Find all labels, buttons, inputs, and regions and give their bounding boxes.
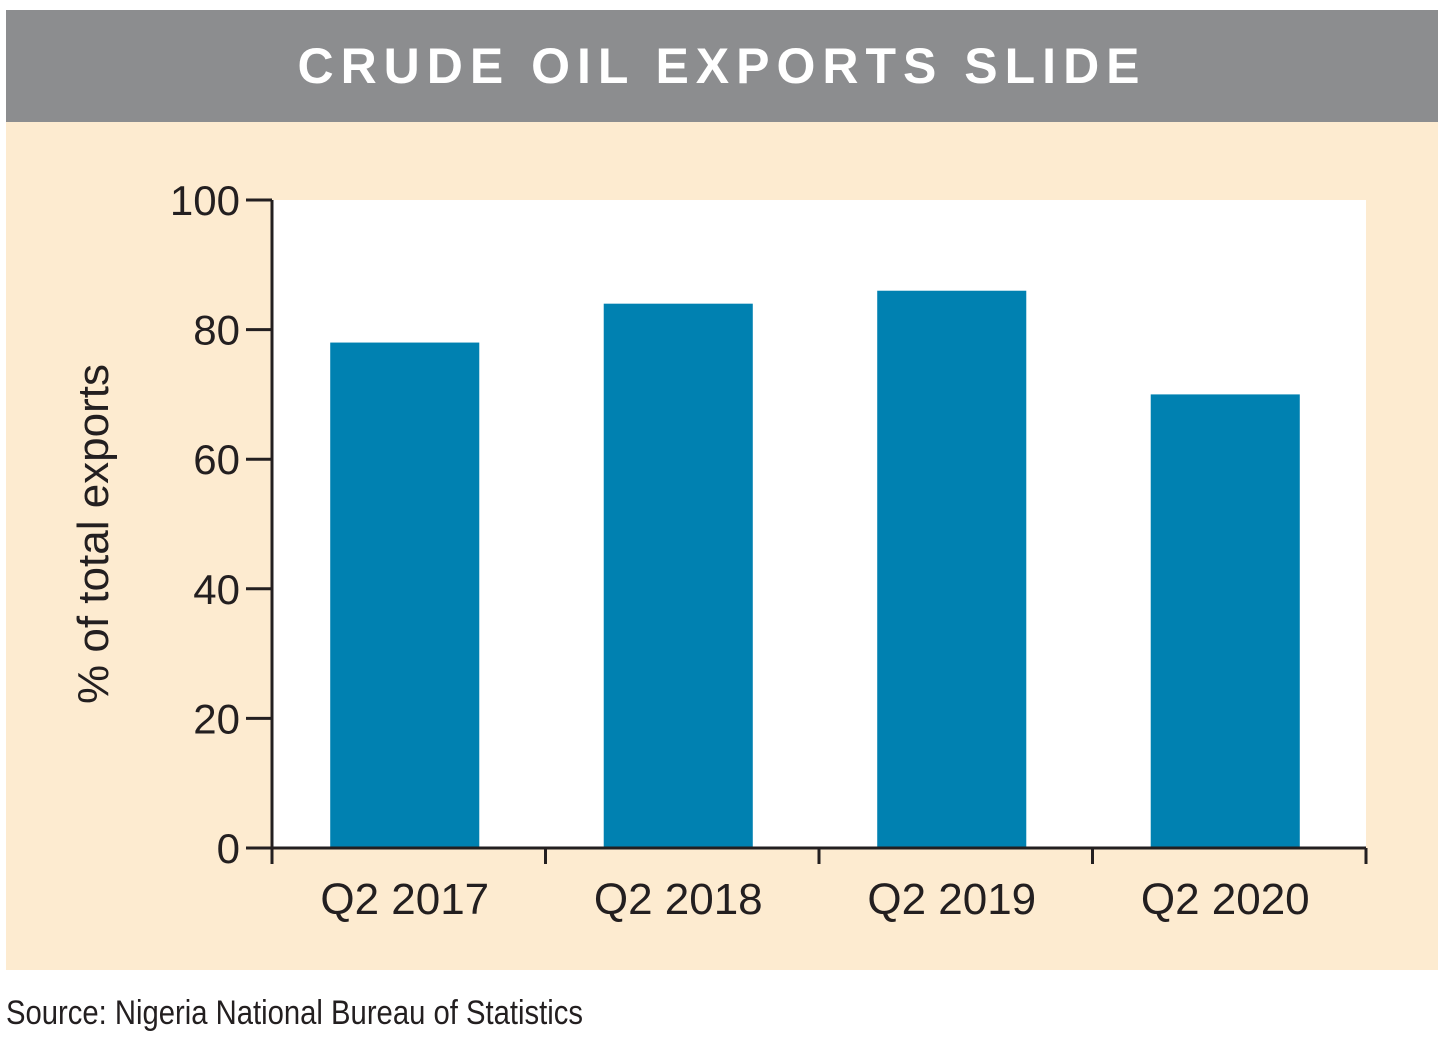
chart-title: CRUDE OIL EXPORTS SLIDE: [297, 38, 1147, 94]
x-tick-label: Q2 2017: [320, 875, 489, 924]
bar-q2-2018: [603, 303, 753, 848]
y-tick-label: 60: [193, 436, 240, 483]
bar-q2-2019: [877, 290, 1027, 849]
y-tick-label: 0: [217, 825, 240, 872]
y-tick-label: 100: [170, 177, 240, 224]
y-tick-label: 20: [193, 695, 240, 742]
y-tick-label: 40: [193, 566, 240, 613]
y-axis-label: % of total exports: [69, 364, 118, 704]
x-tick-label: Q2 2019: [867, 875, 1036, 924]
x-tick-label: Q2 2020: [1141, 875, 1310, 924]
source-note: Source: Nigeria National Bureau of Stati…: [6, 994, 583, 1032]
bar-q2-2017: [330, 342, 480, 848]
y-tick-label: 80: [193, 307, 240, 354]
chart-panel: 0 20 40 60 80 100 Q2 2017 Q2 2018 Q2 2019 Q2 2020…: [6, 122, 1438, 970]
title-bar: CRUDE OIL EXPORTS SLIDE: [6, 10, 1438, 122]
bar-chart: 0 20 40 60 80 100 Q2 2017 Q2 2018 Q2 2019 Q2 2020…: [69, 177, 1368, 924]
x-tick-label: Q2 2018: [594, 875, 763, 924]
bar-q2-2020: [1150, 394, 1300, 848]
